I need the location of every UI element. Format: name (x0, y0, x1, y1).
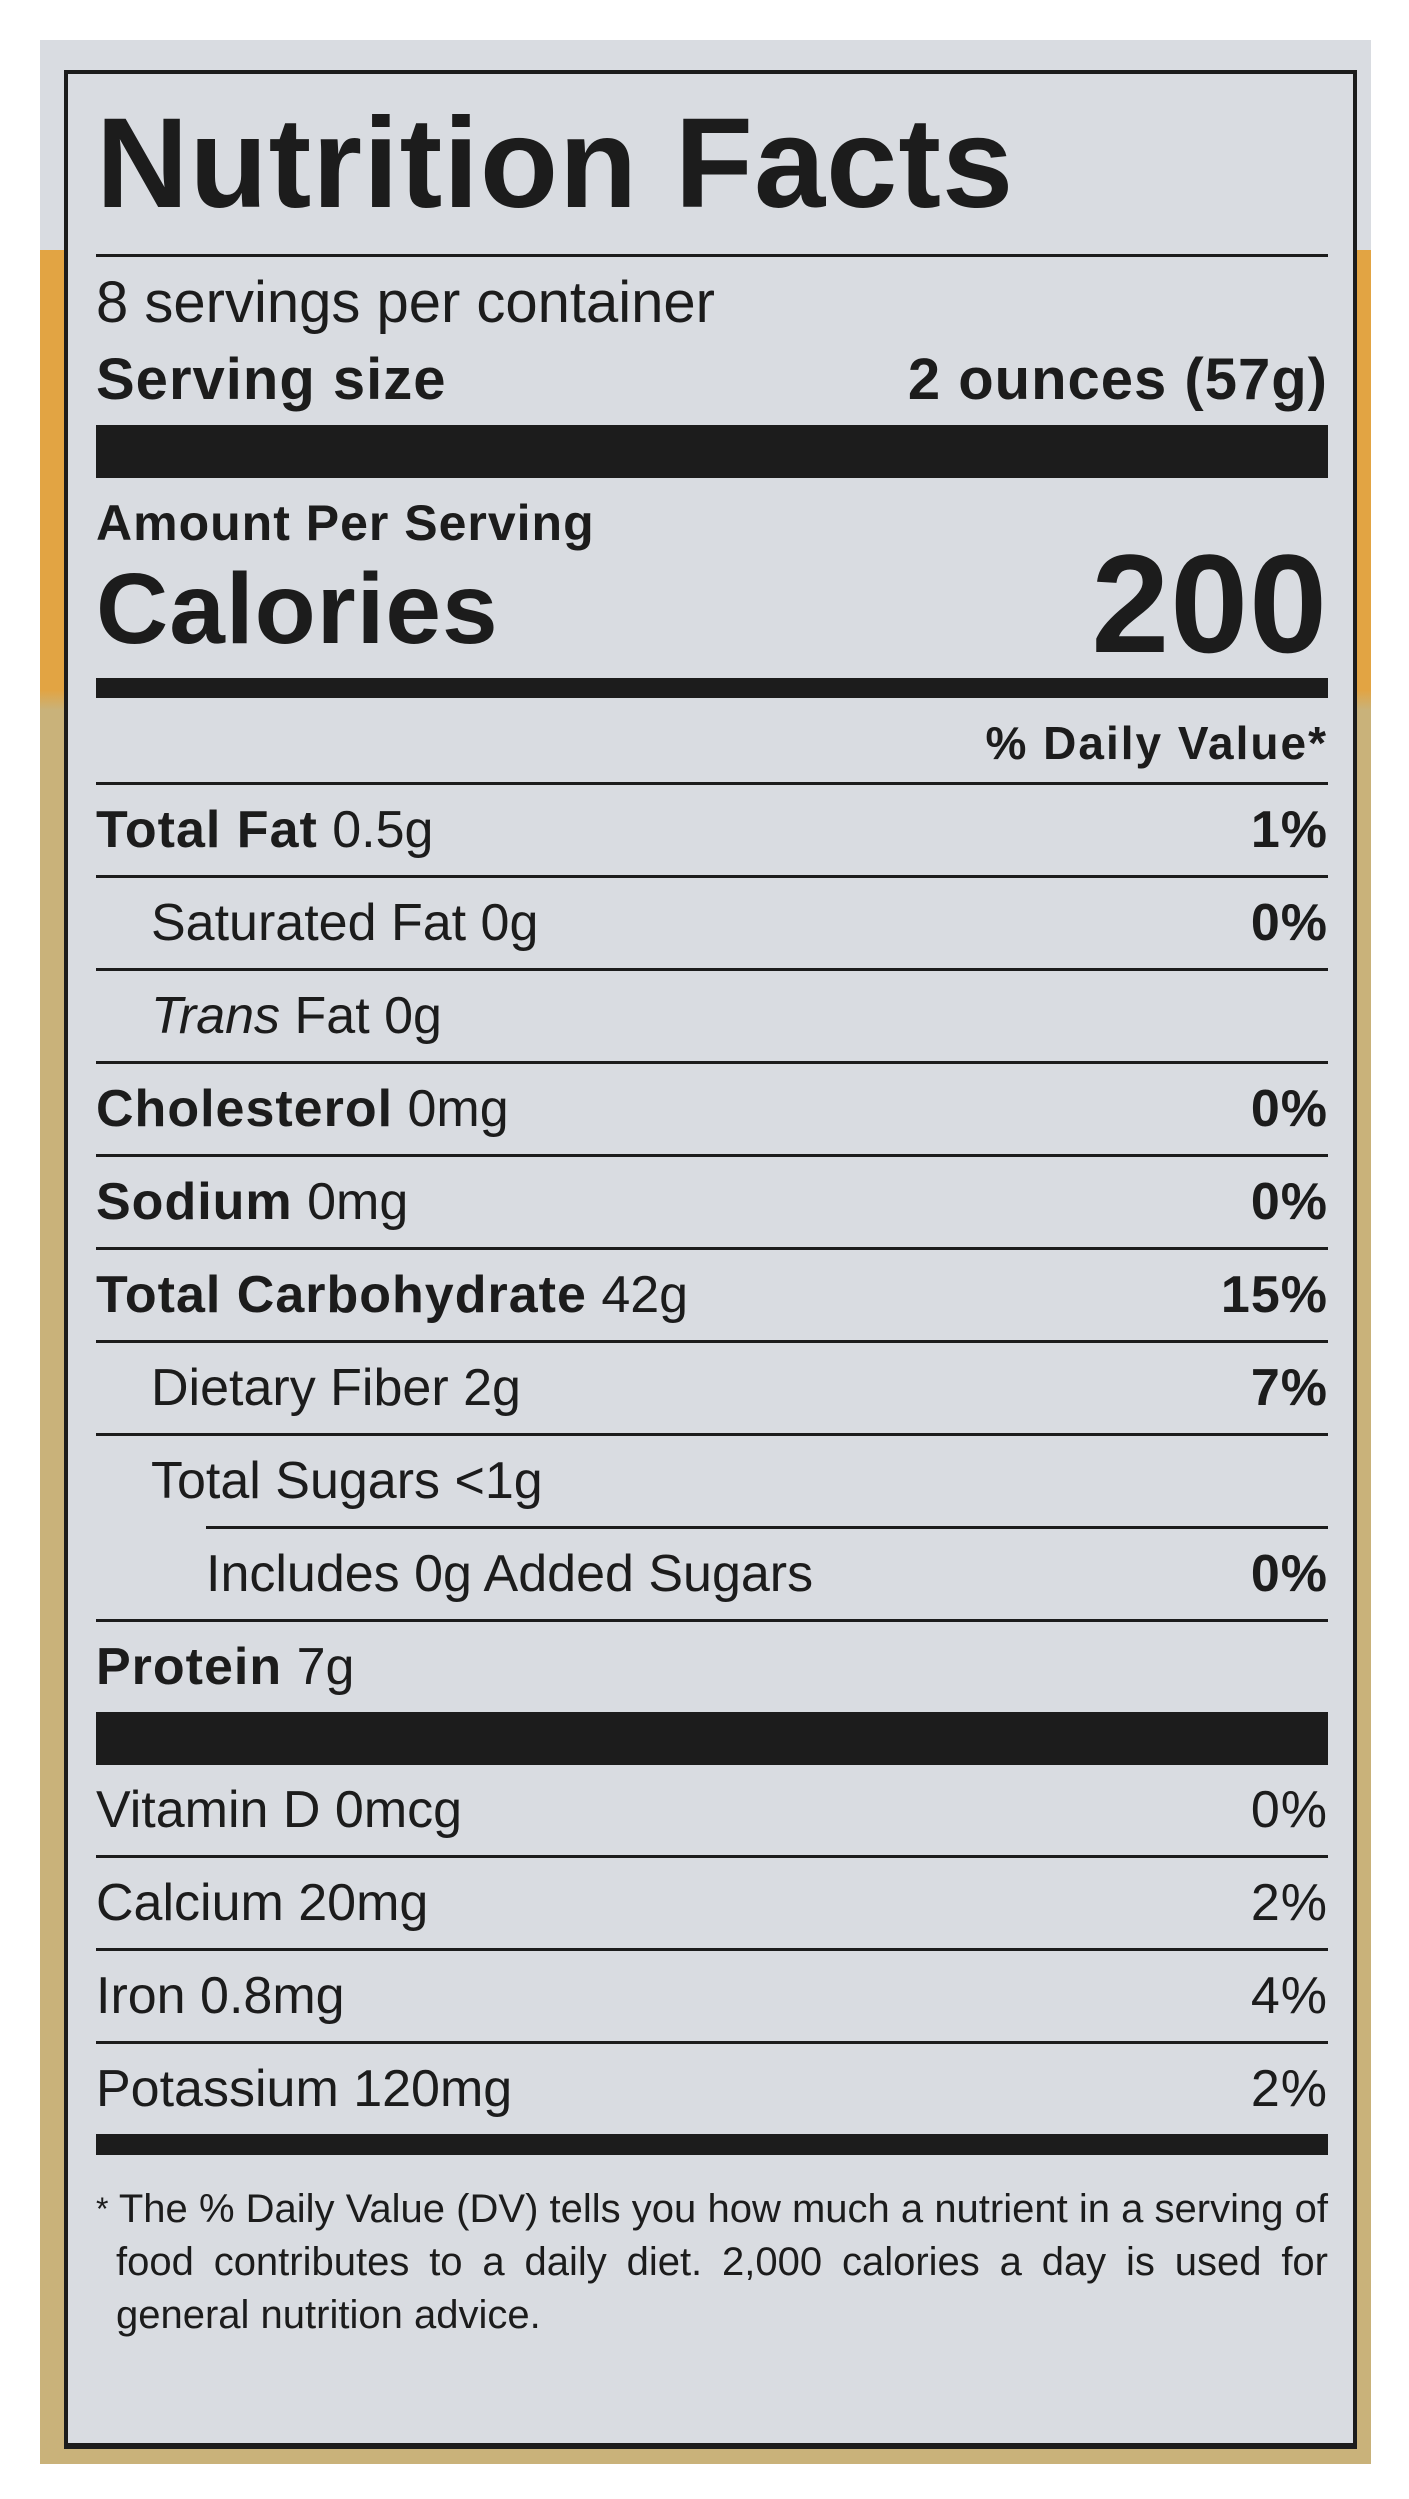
nutrient-amount: 0g (480, 894, 539, 952)
vitamin-row-calcium: Calcium 20mg 2% (96, 1858, 1328, 1951)
vitamin-name: Calcium 20mg (96, 1874, 429, 1932)
vitamin-dv: 0% (1250, 1781, 1328, 1839)
nutrient-name: Saturated Fat (151, 894, 467, 952)
calories-row: Calories 200 (96, 534, 1328, 674)
divider-indented (206, 1526, 1328, 1529)
vitamin-row-potassium: Potassium 120mg 2% (96, 2044, 1328, 2134)
nutrient-amount: <1g (454, 1452, 543, 1510)
nutrient-name: Total Sugars (151, 1452, 441, 1510)
vitamin-row-iron: Iron 0.8mg 4% (96, 1951, 1328, 2044)
servings-per-container: 8 servings per container (96, 270, 715, 335)
nutrient-name: Trans (151, 987, 281, 1045)
nutrient-amount: 0mg (307, 1173, 409, 1231)
nutrient-row-dietary-fiber: Dietary Fiber 2g 7% (96, 1343, 1328, 1436)
label-title: Nutrition Facts (96, 74, 1328, 257)
calories-value: 200 (1091, 525, 1328, 682)
serving-size-value: 2 ounces (57g) (907, 347, 1328, 412)
nutrient-name-suffix: Fat (294, 987, 370, 1045)
nutrient-amount: 0.5g (332, 801, 434, 859)
vitamin-name: Iron 0.8mg (96, 1967, 345, 2025)
footnote: * The % Daily Value (DV) tells you how m… (96, 2183, 1328, 2342)
vitamin-dv: 2% (1250, 1874, 1328, 1932)
nutrient-row-saturated-fat: Saturated Fat 0g 0% (96, 878, 1328, 971)
divider-medium (96, 678, 1328, 698)
nutrient-row-protein: Protein 7g (96, 1622, 1328, 1712)
serving-size-row: Serving size 2 ounces (57g) (96, 337, 1328, 425)
nutrient-name: Sodium (96, 1173, 293, 1231)
nutrient-amount: 0mg (407, 1080, 509, 1138)
calories-label: Calories (96, 553, 499, 665)
nutrient-row-added-sugars: Includes 0g Added Sugars 0% (96, 1529, 1328, 1622)
divider-thick (96, 425, 1328, 478)
nutrient-amount: 0g (384, 987, 442, 1045)
nutrient-dv: 0% (1250, 1080, 1328, 1138)
nutrient-amount: 7g (296, 1638, 355, 1696)
nutrient-row-sodium: Sodium 0mg 0% (96, 1157, 1328, 1250)
package-edge-left (40, 250, 64, 2464)
vitamin-name: Potassium 120mg (96, 2060, 513, 2118)
nutrient-amount: 2g (463, 1359, 521, 1417)
nutrient-amount: 42g (601, 1266, 689, 1324)
nutrition-facts-label: Nutrition Facts 8 servings per container… (64, 70, 1357, 2449)
footnote-asterisk: * (96, 2191, 109, 2227)
nutrient-name: Includes 0g Added Sugars (206, 1545, 814, 1603)
footnote-text: The % Daily Value (DV) tells you how muc… (116, 2187, 1328, 2337)
nutrient-row-total-carbohydrate: Total Carbohydrate 42g 15% (96, 1250, 1328, 1343)
serving-size-label: Serving size (96, 347, 447, 412)
nutrient-name: Protein (96, 1638, 283, 1696)
package-edge-bottom (40, 2445, 1371, 2464)
package-edge-right (1355, 250, 1371, 2464)
amount-per-serving: Amount Per Serving (96, 495, 595, 551)
nutrient-row-total-fat: Total Fat 0.5g 1% (96, 785, 1328, 878)
vitamin-row-vitamin-d: Vitamin D 0mcg 0% (96, 1765, 1328, 1858)
vitamin-dv: 2% (1250, 2060, 1328, 2118)
nutrient-dv: 0% (1250, 1545, 1328, 1603)
vitamin-dv: 4% (1250, 1967, 1328, 2025)
divider-thick (96, 1712, 1328, 1765)
nutrient-dv: 15% (1220, 1266, 1328, 1324)
daily-value-header: % Daily Value* (96, 698, 1328, 785)
nutrient-row-cholesterol: Cholesterol 0mg 0% (96, 1064, 1328, 1157)
divider-medium (96, 2134, 1328, 2155)
nutrient-name: Cholesterol (96, 1080, 394, 1138)
nutrient-name: Dietary Fiber (151, 1359, 449, 1417)
nutrient-dv: 0% (1250, 894, 1328, 952)
nutrient-row-total-sugars: Total Sugars <1g (96, 1436, 1328, 1526)
nutrient-dv: 0% (1250, 1173, 1328, 1231)
nutrient-dv: 1% (1250, 801, 1328, 859)
nutrient-dv: 7% (1250, 1359, 1328, 1417)
vitamin-name: Vitamin D 0mcg (96, 1781, 463, 1839)
nutrient-name: Total Fat (96, 801, 318, 859)
nutrient-row-trans-fat: Trans Fat 0g (96, 971, 1328, 1064)
nutrient-name: Total Carbohydrate (96, 1266, 587, 1324)
